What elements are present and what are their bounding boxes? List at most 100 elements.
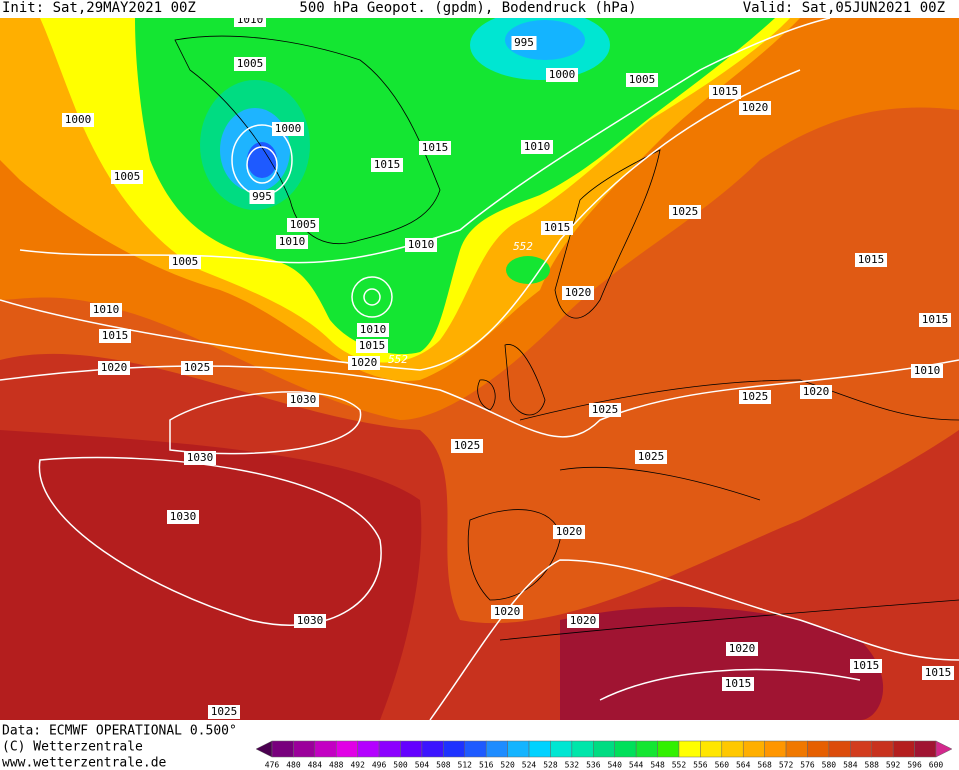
colorbar-label: 528 bbox=[543, 761, 558, 770]
isobar-label: 1020 bbox=[803, 385, 830, 398]
isobar bbox=[246, 146, 278, 184]
colorbar-swatch bbox=[357, 740, 380, 758]
colorbar-swatch bbox=[914, 740, 937, 758]
isobar-label: 1005 bbox=[114, 170, 141, 183]
isobar bbox=[0, 69, 801, 371]
colorbar: 476 480 484 488 492 496 500 504 508 512 516 520 524 5… bbox=[255, 740, 953, 770]
isobar-label: 1005 bbox=[290, 218, 317, 231]
colorbar-label: 564 bbox=[736, 761, 751, 770]
colorbar-swatch bbox=[657, 740, 680, 758]
colorbar-swatch bbox=[807, 740, 830, 758]
green-region bbox=[506, 256, 550, 284]
isobar-label: 1020 bbox=[351, 356, 378, 369]
isobar-label: 1020 bbox=[565, 286, 592, 299]
isobar-label-box bbox=[272, 122, 304, 136]
colorbar-label: 568 bbox=[757, 761, 772, 770]
colorbar-label: 580 bbox=[822, 761, 837, 770]
isobar bbox=[351, 276, 393, 318]
colorbar-swatch bbox=[593, 740, 615, 758]
isobar-label: 1020 bbox=[570, 614, 597, 627]
colorbar-swatch bbox=[785, 740, 808, 758]
iberia-coast bbox=[467, 509, 561, 601]
low-region bbox=[247, 142, 277, 178]
isobar-label: 1005 bbox=[172, 255, 199, 268]
colorbar-swatch bbox=[828, 740, 851, 758]
isobar-label: 552 bbox=[388, 353, 408, 366]
isobar-label: 1015 bbox=[102, 329, 129, 342]
colorbar-label: 552 bbox=[672, 761, 687, 770]
colorbar-swatch bbox=[700, 740, 723, 758]
isobar-label-box bbox=[709, 85, 741, 99]
isobar-label-box bbox=[635, 450, 667, 464]
isobar-label: 1015 bbox=[725, 677, 752, 690]
isobar-label: 1010 bbox=[93, 303, 120, 316]
colorbar-label: 488 bbox=[329, 761, 344, 770]
isobar-label-box bbox=[511, 36, 537, 50]
colorbar-label: 508 bbox=[436, 761, 451, 770]
colorbar-swatch bbox=[507, 740, 530, 758]
colorbar-label: 520 bbox=[500, 761, 515, 770]
isobar-label: 1015 bbox=[922, 313, 949, 326]
isobar-label: 1010 bbox=[524, 140, 551, 153]
isobar bbox=[599, 668, 861, 701]
isobar-label: 1020 bbox=[101, 361, 128, 374]
isobar-label: 1025 bbox=[454, 439, 481, 452]
init-time: Init: Sat,29MAY2021 00Z bbox=[2, 0, 196, 16]
isobar-label: 1015 bbox=[359, 339, 386, 352]
isobar-label: 1020 bbox=[742, 101, 769, 114]
isobar-label: 1010 bbox=[279, 235, 306, 248]
isobar-label-box bbox=[850, 659, 882, 673]
scandinavia-coast bbox=[554, 149, 661, 319]
isobar-label-box bbox=[184, 451, 216, 465]
isobar-label: 1005 bbox=[237, 57, 264, 70]
colorbar-swatch bbox=[550, 740, 573, 758]
isobar-label-box bbox=[911, 364, 943, 378]
colorbar-swatch bbox=[764, 740, 787, 758]
colorbar-label: 592 bbox=[886, 761, 901, 770]
isobar-label-box bbox=[739, 390, 771, 404]
isobar-label-box bbox=[208, 705, 240, 719]
colorbar-label: 584 bbox=[843, 761, 858, 770]
isobar-label-box bbox=[356, 339, 388, 353]
colorbar-label: 504 bbox=[415, 761, 430, 770]
isobar bbox=[429, 559, 959, 721]
isobar-label-box bbox=[567, 614, 599, 628]
isobar-label-box bbox=[348, 356, 380, 370]
isobar-label: 1000 bbox=[275, 122, 302, 135]
isobar-label: 1025 bbox=[184, 361, 211, 374]
isobar-label-box bbox=[726, 642, 758, 656]
isobar-label: 1020 bbox=[556, 525, 583, 538]
isobar-label-box bbox=[626, 73, 658, 87]
isobar-label-box bbox=[294, 614, 326, 628]
isobar-label-box bbox=[167, 510, 199, 524]
warm-region bbox=[0, 430, 422, 720]
isobar-label-box bbox=[371, 158, 403, 172]
isobar-label-box bbox=[276, 235, 308, 249]
isobar-label-box bbox=[922, 666, 954, 680]
colorbar-swatch bbox=[892, 740, 915, 758]
isobar-label: 552 bbox=[513, 240, 533, 253]
isobar-label: 1025 bbox=[742, 390, 769, 403]
isobar-label-box bbox=[98, 361, 130, 375]
colorbar-label: 556 bbox=[693, 761, 708, 770]
colorbar-label: 560 bbox=[715, 761, 730, 770]
isobar-label: 1025 bbox=[672, 205, 699, 218]
isobar-label: 995 bbox=[252, 190, 272, 203]
isobar-label: 1015 bbox=[853, 659, 880, 672]
header-bar bbox=[0, 0, 959, 18]
colorbar-label: 500 bbox=[393, 761, 408, 770]
isobar-label-box bbox=[546, 68, 578, 82]
isobar-label: 1015 bbox=[374, 158, 401, 171]
isobar-label-box bbox=[669, 205, 701, 219]
colorbar-label: 548 bbox=[650, 761, 665, 770]
isobar-label: 1010 bbox=[914, 364, 941, 377]
isobar-label: 1015 bbox=[925, 666, 952, 679]
colorbar-label: 576 bbox=[800, 761, 815, 770]
colorbar-arrow bbox=[935, 740, 953, 758]
isobar-label: 1025 bbox=[638, 450, 665, 463]
isobar-label: 1010 bbox=[360, 323, 387, 336]
isobar-label: 1005 bbox=[629, 73, 656, 86]
colorbar-swatch bbox=[571, 740, 594, 758]
greenland-coast bbox=[174, 35, 441, 244]
